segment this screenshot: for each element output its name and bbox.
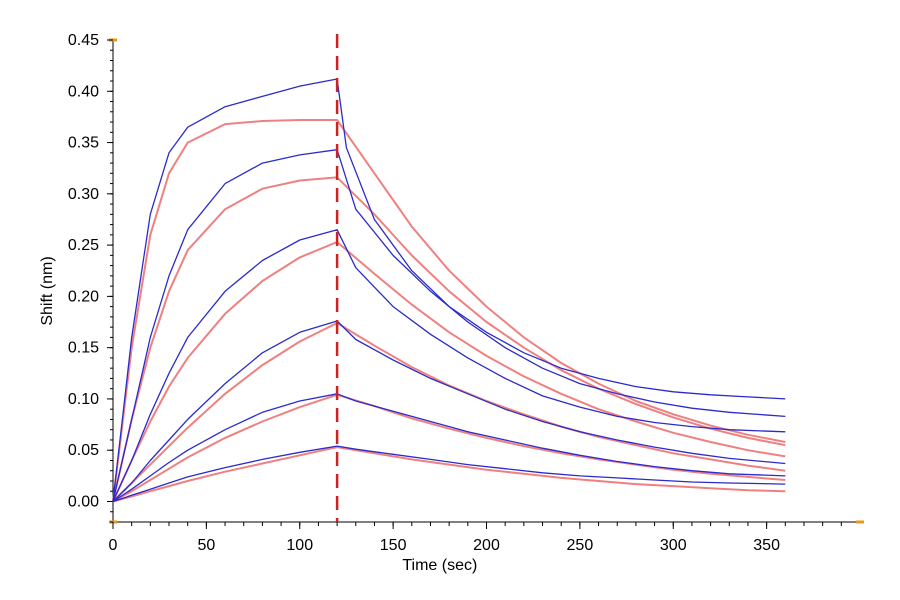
measured-trace [112, 393, 786, 503]
y-tick-label: 0.40 [68, 83, 99, 100]
y-axis-title: Shift (nm) [39, 256, 56, 325]
fit-curve [112, 241, 786, 502]
fit-curve [112, 176, 786, 502]
x-tick-label: 0 [109, 537, 118, 554]
y-tick-label: 0.20 [68, 288, 99, 305]
x-tick-label: 200 [473, 537, 500, 554]
x-tick-label: 300 [660, 537, 687, 554]
x-tick-label: 50 [197, 537, 215, 554]
fit-curve [112, 393, 786, 503]
y-tick-label: 0.00 [68, 493, 99, 510]
x-tick-label: 350 [753, 537, 780, 554]
series [112, 78, 786, 503]
x-tick-label: 100 [286, 537, 313, 554]
y-tick-label: 0.30 [68, 186, 99, 203]
measured-trace [112, 78, 786, 502]
measured-trace [112, 229, 786, 502]
fit-curve [112, 322, 786, 503]
y-tick-label: 0.10 [68, 391, 99, 408]
measured-trace [112, 445, 786, 503]
measured-trace [112, 320, 786, 502]
x-tick-label: 250 [567, 537, 594, 554]
fit-curve [112, 119, 786, 502]
measured-trace [112, 149, 786, 502]
y-tick-label: 0.25 [68, 237, 99, 254]
y-tick-label: 0.35 [68, 135, 99, 152]
y-tick-label: 0.05 [68, 442, 99, 459]
y-tick-label: 0.45 [68, 32, 99, 49]
x-tick-label: 150 [380, 537, 407, 554]
fit-curve [112, 446, 786, 503]
x-axis-title: Time (sec) [402, 557, 477, 574]
y-tick-label: 0.15 [68, 340, 99, 357]
ticks: 0.00 0.05 0.10 0.15 0.20 0.25 0.30 0.35 0.40 0.45… [68, 32, 842, 554]
